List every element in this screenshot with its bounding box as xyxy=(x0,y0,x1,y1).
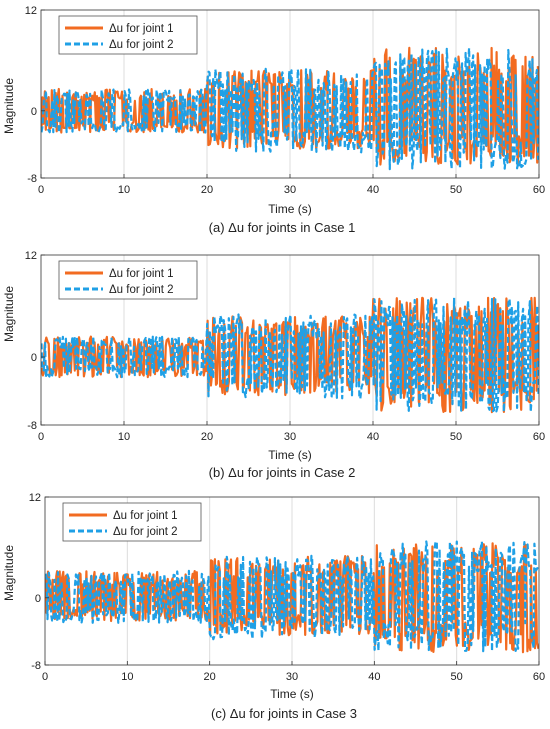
x-tick-label: 30 xyxy=(284,184,296,196)
y-axis-label: Magnitude xyxy=(2,286,16,342)
y-tick-label: -8 xyxy=(27,420,37,432)
legend-box xyxy=(58,260,198,300)
legend-label-joint-2: Δu for joint 2 xyxy=(109,284,174,296)
y-tick-label: 12 xyxy=(25,250,37,262)
y-tick-label: 0 xyxy=(35,593,41,605)
x-tick-label: 30 xyxy=(286,671,298,683)
x-tick-label: 60 xyxy=(533,671,545,683)
x-tick-label: 10 xyxy=(118,184,130,196)
y-tick-label: 12 xyxy=(25,5,37,17)
x-axis-label: Time (s) xyxy=(268,202,312,216)
y-tick-label: 0 xyxy=(31,106,37,118)
y-axis-label: Magnitude xyxy=(2,545,16,601)
figure-caption: (c) Δu for joints in Case 3 xyxy=(211,706,357,721)
x-tick-label: 40 xyxy=(368,671,380,683)
legend: Δu for joint 1 Δu for joint 2 xyxy=(58,15,198,55)
x-tick-label: 50 xyxy=(451,671,463,683)
series-line-joint-2 xyxy=(41,46,539,171)
figure-caption: (b) Δu for joints in Case 2 xyxy=(209,465,356,480)
x-tick-label: 60 xyxy=(533,431,545,443)
x-tick-label: 0 xyxy=(38,431,44,443)
y-tick-label: -8 xyxy=(31,660,41,672)
x-tick-label: 0 xyxy=(42,671,48,683)
y-tick-label: -8 xyxy=(27,173,37,185)
x-tick-label: 50 xyxy=(450,184,462,196)
x-axis-label: Time (s) xyxy=(270,687,314,701)
legend-label-joint-2: Δu for joint 2 xyxy=(109,39,174,51)
x-tick-label: 30 xyxy=(284,431,296,443)
legend-label-joint-1: Δu for joint 1 xyxy=(109,23,174,35)
legend-label-joint-1: Δu for joint 1 xyxy=(113,510,178,522)
x-tick-label: 40 xyxy=(367,431,379,443)
figure-caption: (a) Δu for joints in Case 1 xyxy=(209,220,356,235)
x-tick-label: 40 xyxy=(367,184,379,196)
legend-box xyxy=(58,15,198,55)
legend-box xyxy=(62,502,202,542)
y-tick-label: 0 xyxy=(31,352,37,364)
series-line-joint-2 xyxy=(45,540,539,653)
x-tick-label: 20 xyxy=(204,671,216,683)
y-tick-label: 12 xyxy=(29,492,41,504)
series-line-joint-2 xyxy=(41,296,539,413)
legend-label-joint-2: Δu for joint 2 xyxy=(113,526,178,538)
x-tick-label: 50 xyxy=(450,431,462,443)
legend: Δu for joint 1 Δu for joint 2 xyxy=(62,502,202,542)
legend: Δu for joint 1 Δu for joint 2 xyxy=(58,260,198,300)
x-tick-label: 60 xyxy=(533,184,545,196)
y-axis-label: Magnitude xyxy=(2,78,16,134)
x-tick-label: 20 xyxy=(201,184,213,196)
x-tick-label: 20 xyxy=(201,431,213,443)
x-tick-label: 0 xyxy=(38,184,44,196)
x-tick-label: 10 xyxy=(118,431,130,443)
legend-label-joint-1: Δu for joint 1 xyxy=(109,268,174,280)
x-tick-label: 10 xyxy=(121,671,133,683)
x-axis-label: Time (s) xyxy=(268,448,312,462)
